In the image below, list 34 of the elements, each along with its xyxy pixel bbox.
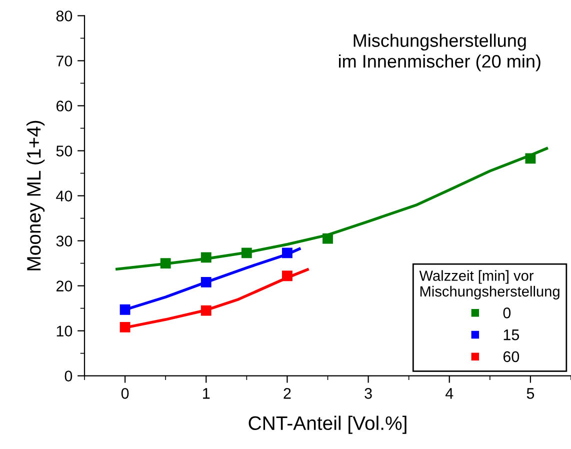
x-tick-label: 4	[445, 388, 454, 399]
legend-label: 0	[503, 308, 511, 318]
y-tick-label: 50	[56, 146, 72, 156]
annotation: Mischungsherstellung im Innenmischer (20 min)	[339, 34, 540, 72]
y-tick-label: 0	[64, 370, 72, 382]
x-axis-title: CNT-Anteil [Vol.%]	[248, 416, 406, 434]
point	[120, 322, 130, 332]
point	[200, 276, 212, 288]
x-tick-label: 5	[526, 388, 534, 399]
y-tick-label: 70	[56, 56, 72, 66]
x-tick-label: 3	[364, 388, 372, 399]
y-axis-title: Mooney ML (1+4)	[26, 120, 45, 270]
x-tick-label: 0	[121, 388, 129, 399]
point	[282, 248, 292, 258]
point	[200, 305, 212, 316]
legend-label: 15	[504, 330, 520, 340]
point	[322, 233, 333, 244]
x-tick-label: 2	[284, 388, 291, 399]
legend-label: 60	[503, 351, 520, 362]
legend-title: Walzzeit [min] vor Mischungsherstellung	[419, 270, 560, 300]
line-series	[116, 147, 548, 271]
point	[241, 248, 252, 258]
y-tick-label: 40	[56, 190, 72, 202]
point	[200, 252, 212, 263]
point	[160, 258, 171, 268]
point	[282, 270, 292, 282]
y-tick-label: 80	[56, 10, 72, 22]
point	[120, 304, 130, 315]
y-tick-label: 20	[56, 280, 72, 292]
y-tick-label: 10	[56, 326, 72, 336]
point	[525, 153, 536, 164]
y-tick-label: 60	[56, 100, 72, 112]
x-tick-label: 1	[203, 388, 210, 399]
y-tick-label: 30	[56, 236, 72, 246]
